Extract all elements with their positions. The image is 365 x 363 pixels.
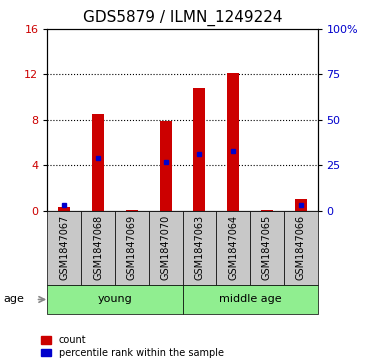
Bar	[47, 285, 182, 314]
Text: GSM1847066: GSM1847066	[296, 215, 306, 280]
Text: GSM1847063: GSM1847063	[195, 215, 204, 280]
Text: middle age: middle age	[219, 294, 281, 305]
Bar	[81, 211, 115, 285]
Bar	[182, 285, 318, 314]
Text: GSM1847064: GSM1847064	[228, 215, 238, 280]
Bar	[284, 211, 318, 285]
Text: GSM1847068: GSM1847068	[93, 215, 103, 280]
Bar	[295, 199, 307, 211]
Title: GDS5879 / ILMN_1249224: GDS5879 / ILMN_1249224	[83, 10, 282, 26]
Bar	[92, 114, 104, 211]
Bar	[227, 73, 239, 211]
Bar	[149, 211, 182, 285]
Bar	[250, 211, 284, 285]
Legend: count, percentile rank within the sample: count, percentile rank within the sample	[41, 335, 224, 358]
Text: GSM1847067: GSM1847067	[59, 215, 69, 280]
Text: young: young	[97, 294, 132, 305]
Bar	[182, 211, 216, 285]
Text: GSM1847070: GSM1847070	[161, 215, 170, 280]
Text: GSM1847069: GSM1847069	[127, 215, 137, 280]
Bar	[160, 121, 172, 211]
Bar	[261, 210, 273, 211]
Bar	[47, 211, 81, 285]
Bar	[193, 88, 205, 211]
Bar	[58, 207, 70, 211]
Bar	[216, 211, 250, 285]
Bar	[115, 211, 149, 285]
Bar	[126, 210, 138, 211]
Text: GSM1847065: GSM1847065	[262, 215, 272, 280]
Text: age: age	[4, 294, 24, 305]
